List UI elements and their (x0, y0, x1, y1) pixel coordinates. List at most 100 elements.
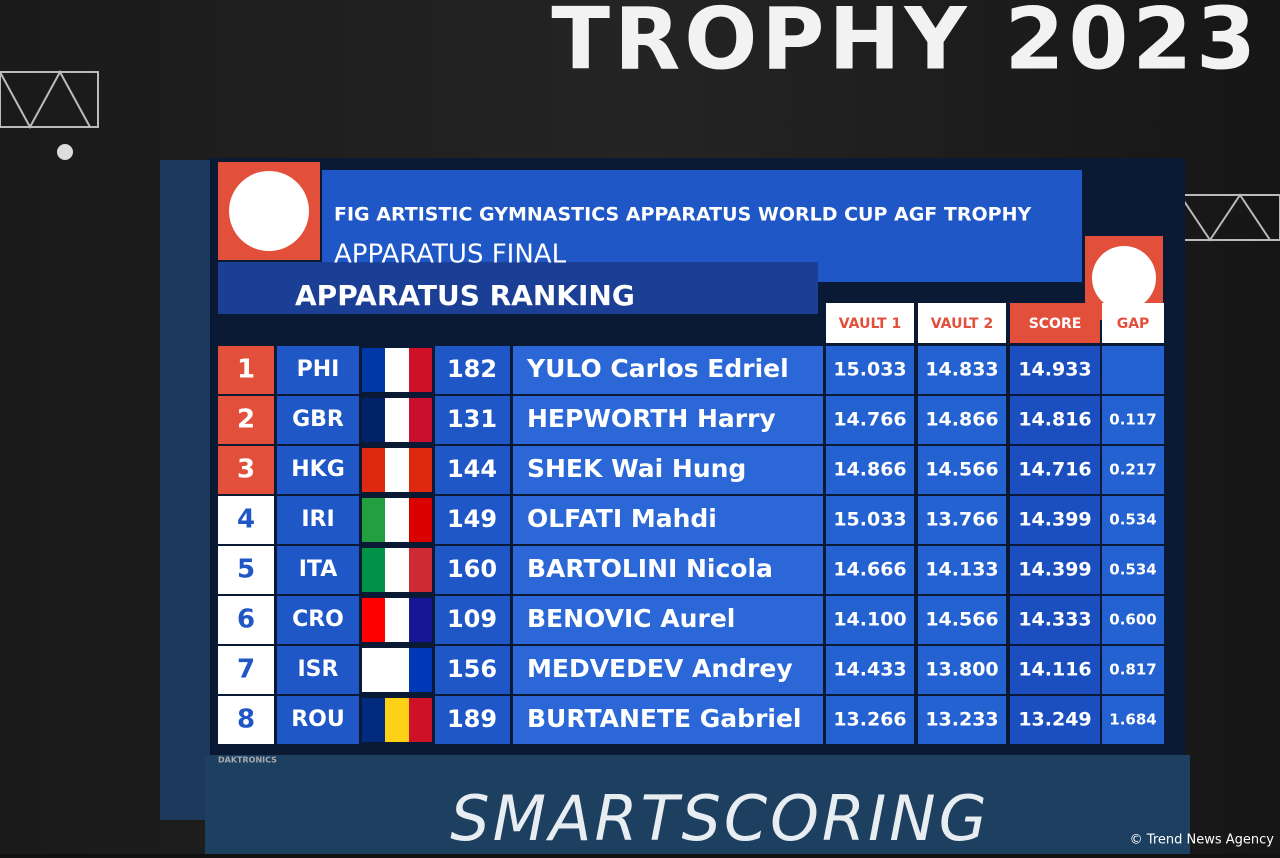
score: 0.534 (1109, 561, 1156, 579)
score-cell (918, 346, 1006, 394)
score-cell (1010, 546, 1100, 594)
bib: 156 (447, 655, 497, 683)
flag-part (409, 348, 432, 392)
bib: 160 (447, 555, 497, 583)
score: 0.817 (1109, 661, 1156, 679)
score-cell (918, 496, 1006, 544)
score-cell (1010, 496, 1100, 544)
rank: 1 (237, 355, 255, 385)
score-cell (826, 396, 914, 444)
score-cell (1102, 496, 1164, 544)
country: HKG (291, 457, 345, 482)
bib-cell (435, 646, 510, 694)
flag-part (362, 398, 385, 442)
score: 14.100 (833, 609, 906, 631)
country-cell (277, 496, 359, 544)
country: ISR (298, 657, 339, 682)
column-header-cell (1010, 303, 1100, 343)
name-cell (513, 546, 823, 594)
country-cell (277, 696, 359, 744)
sponsor: SMARTSCORING (450, 782, 989, 854)
score: 0.217 (1109, 461, 1156, 479)
board-title: FIG ARTISTIC GYMNASTICS APPARATUS WORLD … (334, 204, 1031, 226)
ranking-table: VAULT 1 VAULT 2 SCORE GAP 1 PHI 182 YULO Carlos… (218, 303, 1164, 744)
score: 0.117 (1109, 411, 1156, 429)
score-cell (1102, 696, 1164, 744)
column-header: GAP (1117, 316, 1150, 332)
rank: 8 (237, 705, 255, 735)
spotlight (57, 144, 73, 160)
score: 13.266 (833, 709, 906, 731)
score-cell (826, 496, 914, 544)
bib: 149 (447, 505, 497, 533)
name-cell (513, 346, 823, 394)
rank: 3 (237, 455, 255, 485)
country-cell (277, 646, 359, 694)
score: 14.866 (925, 409, 998, 431)
board-side (160, 160, 215, 820)
athlete: HEPWORTH Harry (527, 404, 776, 433)
banner: TROPHY 2023 (551, 0, 1260, 89)
board-maker: DAKTRONICS (218, 756, 277, 765)
score: 14.933 (1018, 359, 1091, 381)
score-cell (918, 596, 1006, 644)
country: ROU (291, 707, 345, 732)
flag-part (409, 498, 432, 542)
flag-part (362, 348, 385, 392)
score-cell (826, 346, 914, 394)
board-base (205, 755, 1190, 854)
bib: 189 (447, 705, 497, 733)
bib-cell (435, 696, 510, 744)
column-header-cell (826, 303, 914, 343)
score-cell (826, 696, 914, 744)
score: 13.233 (925, 709, 998, 731)
board-heading: APPARATUS RANKING (295, 279, 635, 312)
athlete: BARTOLINI Nicola (527, 554, 773, 583)
bib-cell (435, 496, 510, 544)
athlete: YULO Carlos Edriel (526, 354, 789, 383)
flag-part (409, 648, 432, 692)
score: 14.399 (1018, 559, 1091, 581)
country: PHI (297, 357, 340, 382)
bib-cell (435, 596, 510, 644)
name-cell (513, 646, 823, 694)
bib: 182 (447, 355, 497, 383)
column-header-cell (1102, 303, 1164, 343)
score: 14.133 (925, 559, 998, 581)
score: 14.116 (1018, 659, 1091, 681)
score-cell (918, 696, 1006, 744)
rank-cell (218, 396, 274, 444)
flag-part (409, 698, 432, 742)
flag-part (409, 598, 432, 642)
score: 1.684 (1109, 711, 1156, 729)
bib: 131 (447, 405, 497, 433)
athlete: BURTANETE Gabriel (527, 704, 802, 733)
country-cell (277, 596, 359, 644)
rank-cell (218, 346, 274, 394)
country-cell (277, 446, 359, 494)
score: 14.399 (1018, 509, 1091, 531)
rank-cell (218, 446, 274, 494)
flag-part (362, 698, 385, 742)
column-header: VAULT 2 (931, 316, 993, 332)
score-cell (1102, 546, 1164, 594)
score: 14.866 (833, 459, 906, 481)
rank-cell (218, 496, 274, 544)
rank: 6 (237, 605, 255, 635)
score: 14.816 (1018, 409, 1091, 431)
score: 13.766 (925, 509, 998, 531)
bib: 144 (447, 455, 497, 483)
score: 0.600 (1109, 611, 1156, 629)
bib-cell (435, 446, 510, 494)
rank: 2 (237, 405, 255, 435)
rank-cell (218, 546, 274, 594)
score: 15.033 (833, 359, 906, 381)
rank-cell (218, 596, 274, 644)
score-cell (1010, 696, 1100, 744)
bib-cell (435, 346, 510, 394)
score-cell (918, 446, 1006, 494)
score-cell (1010, 646, 1100, 694)
bib-cell (435, 396, 510, 444)
flag-part (409, 548, 432, 592)
